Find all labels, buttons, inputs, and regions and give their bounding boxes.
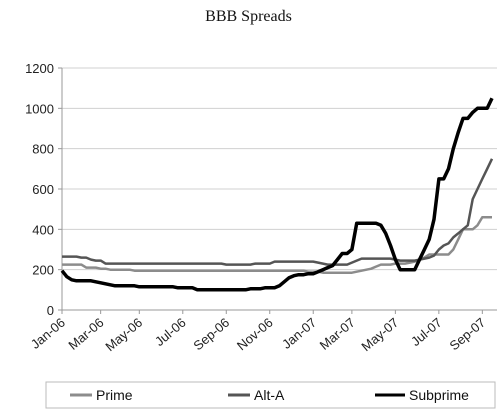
x-tick-label: Sep-07 [447,315,489,353]
x-tick-label: Sep-06 [190,315,232,353]
x-tick-label: Jan-06 [28,315,68,352]
y-tick-label: 1000 [25,101,54,116]
series-line-subprime [60,97,494,292]
x-tick-label: May-07 [358,315,401,354]
legend: Prime Alt-A Subprime [45,381,496,409]
legend-label-alt-a: Alt-A [254,387,285,403]
legend-box [45,381,496,409]
x-tick-label: Jul-07 [408,315,445,349]
y-tick-labels: 0 200 400 600 800 1000 1200 [25,61,62,318]
x-tick-label: Mar-06 [65,315,106,353]
legend-label-prime: Prime [96,387,133,403]
y-tick-label: 400 [32,222,54,237]
grid-lines [62,67,497,271]
legend-label-subprime: Subprime [409,387,469,403]
x-tick-label: Jul-06 [152,315,189,349]
x-tick-label: May-06 [102,315,145,354]
y-tick-label: 1200 [25,61,54,76]
series-lines [60,97,494,292]
y-tick-label: 800 [32,142,54,157]
x-tick-label: Nov-06 [234,315,276,353]
series-line-alt-a [62,158,494,266]
x-tick-label: Mar-07 [317,315,358,353]
y-tick-label: 0 [47,303,54,318]
chart-title: BBB Spreads [205,8,292,25]
y-tick-label: 600 [32,182,54,197]
x-tick-label: Jan-07 [279,315,319,352]
y-tick-label: 200 [32,263,54,278]
